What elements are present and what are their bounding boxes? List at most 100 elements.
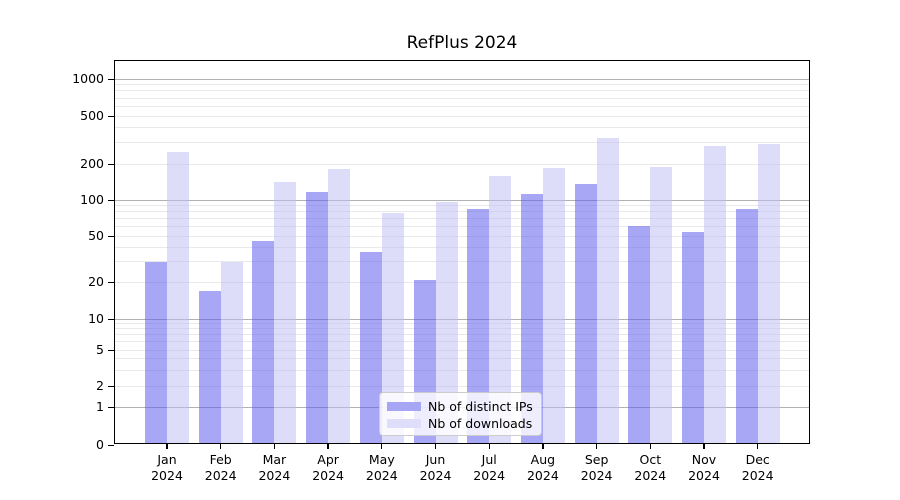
- bar-distinct-ips-aug: [520, 194, 543, 444]
- bar-distinct-ips-may: [359, 252, 382, 444]
- bar-downloads-nov: [704, 146, 726, 444]
- legend-swatch-downloads: [387, 418, 421, 428]
- x-tick-mark-dec: [757, 444, 759, 449]
- major-gridline-100: [114, 199, 810, 201]
- minor-gridline-70: [114, 218, 810, 220]
- x-tick-mark-jul: [488, 444, 490, 449]
- y-tick-label-100: 100: [80, 192, 104, 207]
- x-tick-label-mar: Mar 2024: [258, 452, 291, 483]
- x-tick-label-apr: Apr 2024: [312, 452, 344, 483]
- minor-gridline-400: [114, 127, 810, 129]
- bar-distinct-ips-mar: [252, 241, 275, 444]
- x-tick-mark-may: [381, 444, 383, 449]
- bar-distinct-ips-sep: [574, 184, 597, 444]
- legend-swatch-distinct-ips: [387, 401, 421, 411]
- bar-distinct-ips-feb: [198, 290, 221, 444]
- y-tick-mark-0: [108, 444, 114, 446]
- minor-gridline-4: [114, 358, 810, 360]
- minor-gridline-80: [114, 211, 810, 213]
- chart-title: RefPlus 2024: [406, 33, 518, 53]
- x-tick-label-aug: Aug 2024: [526, 452, 559, 483]
- x-tick-label-sep: Sep 2024: [580, 452, 613, 483]
- x-tick-mark-aug: [542, 444, 544, 449]
- minor-gridline-50: [114, 235, 810, 237]
- y-tick-mark-1000: [108, 78, 114, 80]
- bar-downloads-feb: [220, 261, 243, 444]
- x-tick-mark-apr: [327, 444, 329, 449]
- minor-gridline-40: [114, 246, 810, 248]
- major-gridline-10: [114, 318, 810, 320]
- x-tick-label-feb: Feb 2024: [204, 452, 237, 483]
- x-tick-mark-nov: [703, 444, 705, 449]
- minor-gridline-6: [114, 341, 810, 343]
- x-tick-label-oct: Oct 2024: [634, 452, 667, 483]
- bar-distinct-ips-nov: [682, 232, 704, 444]
- x-tick-mark-mar: [273, 444, 276, 449]
- x-tick-mark-sep: [595, 444, 598, 449]
- minor-gridline-300: [114, 142, 810, 144]
- legend-item-distinct-ips: Nb of distinct IPs: [387, 398, 533, 414]
- y-tick-mark-200: [108, 163, 114, 165]
- x-tick-label-jan: Jan 2024: [151, 452, 183, 483]
- legend-label-distinct-ips: Nb of distinct IPs: [428, 398, 533, 414]
- y-tick-mark-5: [108, 349, 114, 351]
- minor-gridline-2: [114, 385, 810, 387]
- y-tick-label-500: 500: [80, 108, 104, 123]
- bar-distinct-ips-dec: [735, 209, 758, 444]
- bar-downloads-jul: [489, 175, 512, 444]
- bar-downloads-apr: [328, 169, 351, 444]
- y-tick-label-2: 2: [96, 378, 104, 393]
- bar-downloads-may: [381, 212, 404, 444]
- minor-gridline-60: [114, 226, 810, 228]
- bar-downloads-mar: [274, 182, 297, 444]
- y-tick-mark-10: [108, 318, 114, 320]
- y-tick-mark-50: [108, 235, 114, 237]
- y-tick-mark-1: [108, 406, 114, 408]
- minor-gridline-900: [114, 84, 810, 86]
- y-tick-label-50: 50: [88, 228, 104, 243]
- minor-gridline-600: [114, 105, 810, 107]
- bar-downloads-dec: [757, 143, 780, 444]
- y-tick-mark-20: [108, 281, 114, 283]
- bar-downloads-jun: [435, 202, 458, 444]
- minor-gridline-3: [114, 369, 810, 371]
- bar-downloads-jan: [167, 151, 189, 444]
- y-tick-mark-100: [108, 199, 114, 201]
- bar-distinct-ips-oct: [628, 225, 651, 444]
- x-tick-mark-jun: [434, 444, 437, 449]
- bar-downloads-sep: [596, 137, 619, 444]
- x-tick-label-jul: Jul 2024: [473, 452, 506, 483]
- y-tick-label-10: 10: [88, 311, 104, 326]
- minor-gridline-8: [114, 328, 810, 330]
- bar-downloads-oct: [650, 166, 673, 444]
- minor-gridline-800: [114, 90, 810, 92]
- x-tick-label-jun: Jun 2024: [419, 452, 452, 483]
- bar-distinct-ips-jan: [145, 261, 167, 444]
- x-tick-mark-feb: [220, 444, 222, 449]
- x-tick-label-nov: Nov 2024: [688, 452, 720, 483]
- legend: Nb of distinct IPs Nb of downloads: [379, 392, 542, 436]
- y-tick-label-200: 200: [80, 156, 104, 171]
- legend-item-downloads: Nb of downloads: [387, 415, 533, 431]
- y-tick-mark-500: [108, 115, 114, 117]
- minor-gridline-30: [114, 261, 810, 263]
- y-tick-mark-2: [108, 385, 114, 387]
- x-tick-label-may: May 2024: [365, 452, 398, 483]
- minor-gridline-7: [114, 334, 810, 336]
- bar-distinct-ips-apr: [306, 191, 329, 444]
- minor-gridline-9: [114, 323, 810, 325]
- y-tick-label-1: 1: [96, 399, 104, 414]
- minor-gridline-500: [114, 115, 810, 117]
- minor-gridline-20: [114, 281, 810, 283]
- minor-gridline-5: [114, 349, 810, 351]
- y-tick-label-5: 5: [96, 342, 104, 357]
- y-tick-label-1000: 1000: [72, 71, 104, 86]
- minor-gridline-90: [114, 204, 810, 206]
- legend-label-downloads: Nb of downloads: [428, 415, 533, 431]
- major-gridline-1000: [114, 78, 810, 80]
- y-tick-label-20: 20: [88, 274, 104, 289]
- minor-gridline-200: [114, 163, 810, 165]
- minor-gridline-700: [114, 97, 810, 99]
- x-tick-mark-oct: [649, 444, 651, 449]
